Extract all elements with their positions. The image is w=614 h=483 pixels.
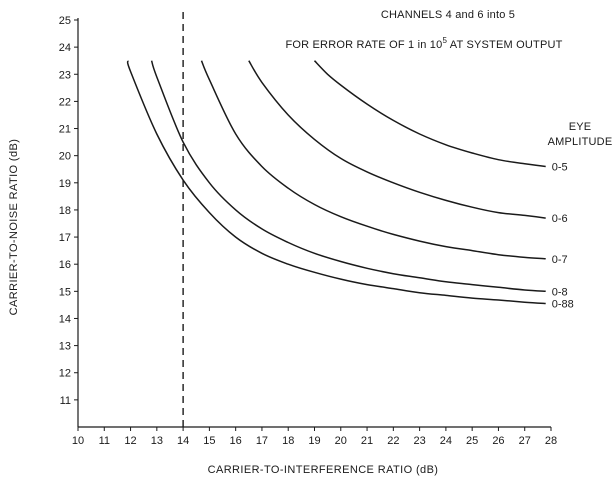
x-tick-label: 10 bbox=[72, 435, 84, 447]
x-tick-label: 11 bbox=[99, 435, 110, 447]
legend-title-line-1: EYE bbox=[569, 121, 592, 133]
y-tick-label: 20 bbox=[59, 151, 71, 163]
series-curve-0-8 bbox=[150, 60, 546, 293]
x-tick-label: 27 bbox=[519, 435, 531, 447]
x-tick-label: 28 bbox=[545, 435, 557, 447]
x-tick-label: 25 bbox=[466, 435, 478, 447]
series-curve-0-7 bbox=[200, 60, 546, 260]
x-tick-label: 18 bbox=[282, 435, 294, 447]
series-label-0-7: 0-7 bbox=[552, 254, 568, 266]
series-label-0-6: 0-6 bbox=[552, 213, 568, 225]
x-axis-title: CARRIER-TO-INTERFERENCE RATIO (dB) bbox=[208, 464, 439, 476]
x-tick-label: 22 bbox=[387, 435, 399, 447]
y-tick-label: 13 bbox=[59, 341, 71, 353]
chart-subtitle: FOR ERROR RATE OF 1 in 105 AT SYSTEM OUT… bbox=[285, 36, 562, 51]
y-tick-label: 17 bbox=[59, 232, 71, 244]
series-label-0-5: 0-5 bbox=[552, 162, 568, 174]
series-label-0-8: 0-8 bbox=[552, 286, 568, 298]
x-tick-label: 23 bbox=[413, 435, 425, 447]
y-tick-label: 19 bbox=[59, 178, 71, 190]
chart-title: CHANNELS 4 and 6 into 5 bbox=[381, 9, 515, 21]
x-tick-label: 14 bbox=[177, 435, 189, 447]
y-tick-label: 11 bbox=[60, 395, 71, 407]
series-curve-0-88 bbox=[126, 60, 546, 305]
y-tick-label: 12 bbox=[59, 368, 71, 380]
y-tick-label: 23 bbox=[59, 69, 71, 81]
y-tick-label: 25 bbox=[59, 15, 71, 27]
series-curve-0-6 bbox=[248, 60, 546, 219]
y-axis-title: CARRIER-TO-NOISE RATIO (dB) bbox=[8, 139, 20, 316]
y-tick-label: 22 bbox=[59, 96, 71, 108]
x-tick-label: 15 bbox=[203, 435, 215, 447]
legend-title-line-2: AMPLITUDE bbox=[548, 136, 613, 148]
series-label-0-88: 0-88 bbox=[552, 299, 574, 311]
x-tick-label: 20 bbox=[335, 435, 347, 447]
y-tick-label: 18 bbox=[59, 205, 71, 217]
x-tick-label: 16 bbox=[230, 435, 242, 447]
x-tick-label: 17 bbox=[256, 435, 268, 447]
y-tick-label: 16 bbox=[59, 259, 71, 271]
x-tick-label: 19 bbox=[308, 435, 320, 447]
chart-subtitle-prefix: FOR ERROR RATE OF 1 in 10 bbox=[285, 39, 442, 51]
series-curve-0-5 bbox=[313, 60, 546, 168]
chart-subtitle-superscript: 5 bbox=[442, 36, 447, 45]
x-tick-label: 26 bbox=[492, 435, 504, 447]
y-tick-label: 24 bbox=[59, 42, 71, 54]
x-tick-label: 13 bbox=[151, 435, 163, 447]
x-tick-label: 21 bbox=[361, 435, 373, 447]
x-tick-label: 24 bbox=[440, 435, 452, 447]
plot-area: 11 12 13 14 15 16 17 18 19 20 21 22 23 24 25 10 11 12 13 14… bbox=[59, 12, 574, 447]
y-tick-label: 15 bbox=[59, 286, 71, 298]
y-tick-label: 21 bbox=[59, 124, 71, 136]
y-tick-label: 14 bbox=[59, 313, 71, 325]
chart-subtitle-suffix: AT SYSTEM OUTPUT bbox=[447, 39, 563, 51]
x-tick-label: 12 bbox=[124, 435, 136, 447]
